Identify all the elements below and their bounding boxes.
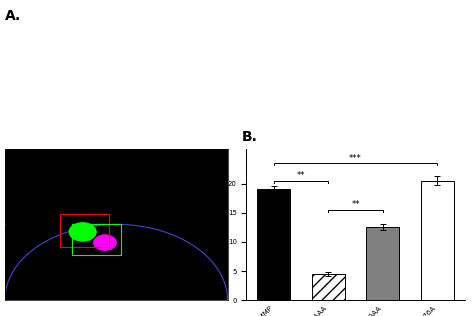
Text: **: ** [297,171,305,180]
Bar [60,214,109,247]
Text: ***: *** [349,154,362,163]
Bar [421,181,454,300]
Circle shape [69,223,96,241]
Y-axis label: % of pixel at 40% FRET efficiency: % of pixel at 40% FRET efficiency [216,154,225,295]
Bar [366,227,399,300]
Text: B.: B. [242,130,257,144]
Text: A.: A. [5,9,21,23]
Bar [72,224,120,255]
Bar [312,274,345,300]
Circle shape [94,235,116,250]
Bar [257,189,290,300]
Text: **: ** [351,200,360,210]
